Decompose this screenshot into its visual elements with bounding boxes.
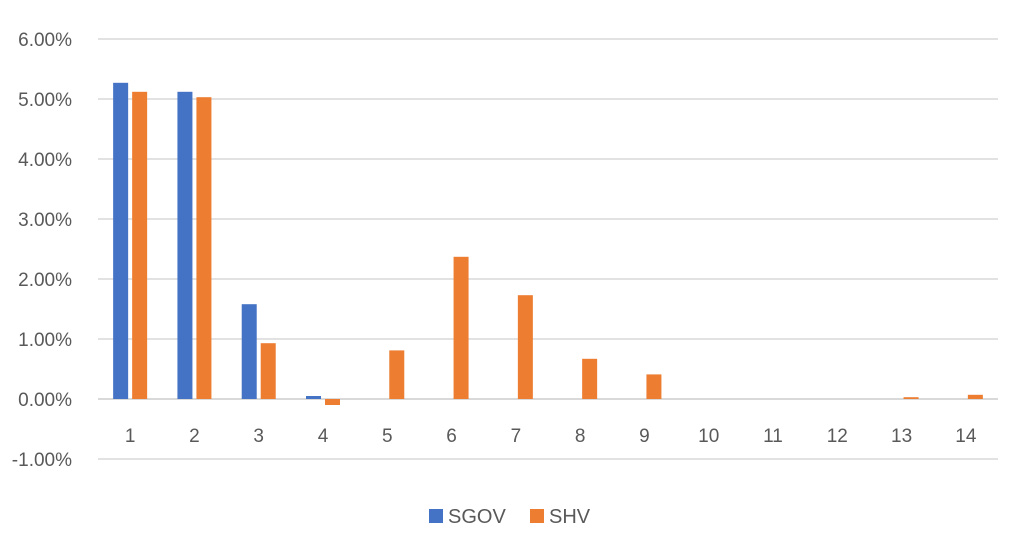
x-tick-label: 3 xyxy=(253,426,264,447)
legend-swatch-sgov xyxy=(429,509,443,523)
bar-shv-13 xyxy=(903,397,919,399)
x-tick-label: 2 xyxy=(189,426,200,447)
bar-shv-6 xyxy=(453,256,469,399)
x-tick-label: 8 xyxy=(575,426,586,447)
bar-shv-7 xyxy=(517,295,533,399)
bar-shv-8 xyxy=(582,358,598,399)
legend-swatch-shv xyxy=(530,509,544,523)
bar-shv-3 xyxy=(260,343,276,399)
x-tick-label: 5 xyxy=(382,426,393,447)
y-tick-label: 2.00% xyxy=(18,270,72,291)
bar-shv-9 xyxy=(646,374,662,399)
y-tick-label: 4.00% xyxy=(18,150,72,171)
y-tick-label: -1.00% xyxy=(12,450,72,471)
y-tick-label: 6.00% xyxy=(18,30,72,51)
bar-layer xyxy=(113,82,983,405)
y-tick-label: 3.00% xyxy=(18,210,72,231)
grid-layer xyxy=(98,38,998,460)
y-tick-label: 0.00% xyxy=(18,390,72,411)
x-tick-label: 9 xyxy=(639,426,650,447)
x-tick-label: 14 xyxy=(955,426,977,447)
y-tick-label: 5.00% xyxy=(18,90,72,111)
bar-sgov-3 xyxy=(241,304,257,399)
x-tick-label: 7 xyxy=(511,426,522,447)
legend-label-shv: SHV xyxy=(549,506,591,528)
bar-shv-14 xyxy=(967,394,983,399)
x-tick-label: 10 xyxy=(698,426,719,447)
x-tick-label: 12 xyxy=(827,426,848,447)
x-tick-label: 11 xyxy=(763,426,783,447)
x-tick-label: 1 xyxy=(125,426,136,447)
x-tick-label: 13 xyxy=(891,426,912,447)
bar-shv-1 xyxy=(132,91,148,400)
x-axis-tick-labels: 1 2 3 4 5 6 7 8 9 10 11 12 13 14 xyxy=(125,426,977,447)
legend: SGOV SHV xyxy=(429,506,591,528)
y-axis-tick-labels: 6.00% 5.00% 4.00% 3.00% 2.00% 1.00% 0.00% -1.00… xyxy=(12,30,72,471)
bar-shv-2 xyxy=(196,97,212,399)
y-tick-label: 1.00% xyxy=(18,330,72,351)
bar-sgov-4 xyxy=(306,396,321,399)
bar-sgov-2 xyxy=(177,91,193,400)
legend-label-sgov: SGOV xyxy=(448,506,506,528)
bar-shv-5 xyxy=(389,350,405,399)
x-tick-label: 6 xyxy=(446,426,457,447)
bar-shv-4 xyxy=(325,399,340,405)
x-tick-label: 4 xyxy=(318,426,329,447)
bar-sgov-1 xyxy=(113,82,129,400)
